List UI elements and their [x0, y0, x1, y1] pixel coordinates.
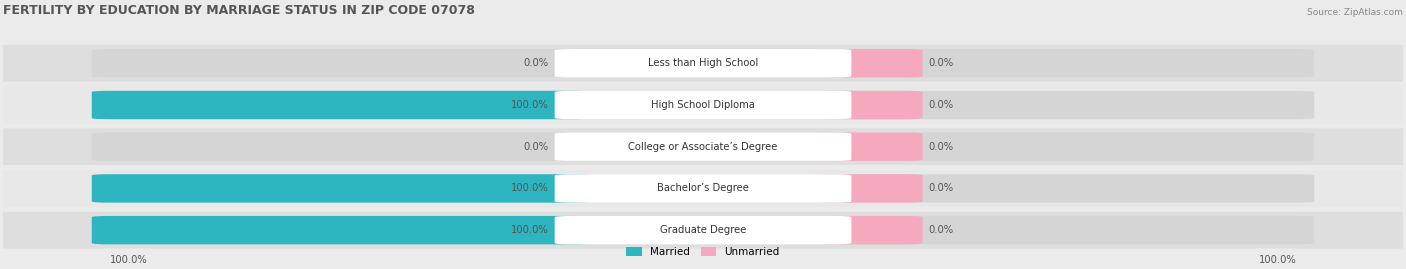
Text: 100.0%: 100.0% [110, 255, 148, 265]
FancyBboxPatch shape [91, 91, 1315, 119]
Text: 100.0%: 100.0% [510, 100, 548, 110]
FancyBboxPatch shape [91, 91, 591, 119]
FancyBboxPatch shape [554, 216, 852, 244]
Text: Graduate Degree: Graduate Degree [659, 225, 747, 235]
FancyBboxPatch shape [91, 216, 591, 244]
FancyBboxPatch shape [0, 170, 1406, 207]
FancyBboxPatch shape [815, 91, 922, 119]
FancyBboxPatch shape [0, 212, 1406, 249]
FancyBboxPatch shape [91, 174, 591, 203]
Text: 0.0%: 0.0% [928, 142, 953, 152]
Legend: Married, Unmarried: Married, Unmarried [626, 247, 780, 257]
Text: High School Diploma: High School Diploma [651, 100, 755, 110]
Text: Source: ZipAtlas.com: Source: ZipAtlas.com [1308, 8, 1403, 17]
FancyBboxPatch shape [0, 45, 1406, 82]
FancyBboxPatch shape [91, 174, 1315, 203]
Text: 0.0%: 0.0% [928, 58, 953, 68]
Text: Bachelor’s Degree: Bachelor’s Degree [657, 183, 749, 193]
Text: 100.0%: 100.0% [510, 225, 548, 235]
Text: 0.0%: 0.0% [928, 100, 953, 110]
Text: 100.0%: 100.0% [1258, 255, 1296, 265]
FancyBboxPatch shape [554, 49, 852, 77]
FancyBboxPatch shape [554, 133, 852, 161]
FancyBboxPatch shape [554, 174, 852, 203]
FancyBboxPatch shape [91, 49, 1315, 77]
Text: FERTILITY BY EDUCATION BY MARRIAGE STATUS IN ZIP CODE 07078: FERTILITY BY EDUCATION BY MARRIAGE STATU… [3, 4, 475, 17]
FancyBboxPatch shape [554, 91, 852, 119]
FancyBboxPatch shape [815, 49, 922, 77]
FancyBboxPatch shape [0, 128, 1406, 165]
Text: Less than High School: Less than High School [648, 58, 758, 68]
Text: 0.0%: 0.0% [523, 142, 548, 152]
FancyBboxPatch shape [0, 87, 1406, 123]
FancyBboxPatch shape [91, 133, 1315, 161]
FancyBboxPatch shape [815, 133, 922, 161]
Text: 100.0%: 100.0% [510, 183, 548, 193]
FancyBboxPatch shape [91, 216, 1315, 244]
Text: 0.0%: 0.0% [523, 58, 548, 68]
Text: College or Associate’s Degree: College or Associate’s Degree [628, 142, 778, 152]
Text: 0.0%: 0.0% [928, 183, 953, 193]
FancyBboxPatch shape [815, 216, 922, 244]
FancyBboxPatch shape [815, 174, 922, 203]
Text: 0.0%: 0.0% [928, 225, 953, 235]
